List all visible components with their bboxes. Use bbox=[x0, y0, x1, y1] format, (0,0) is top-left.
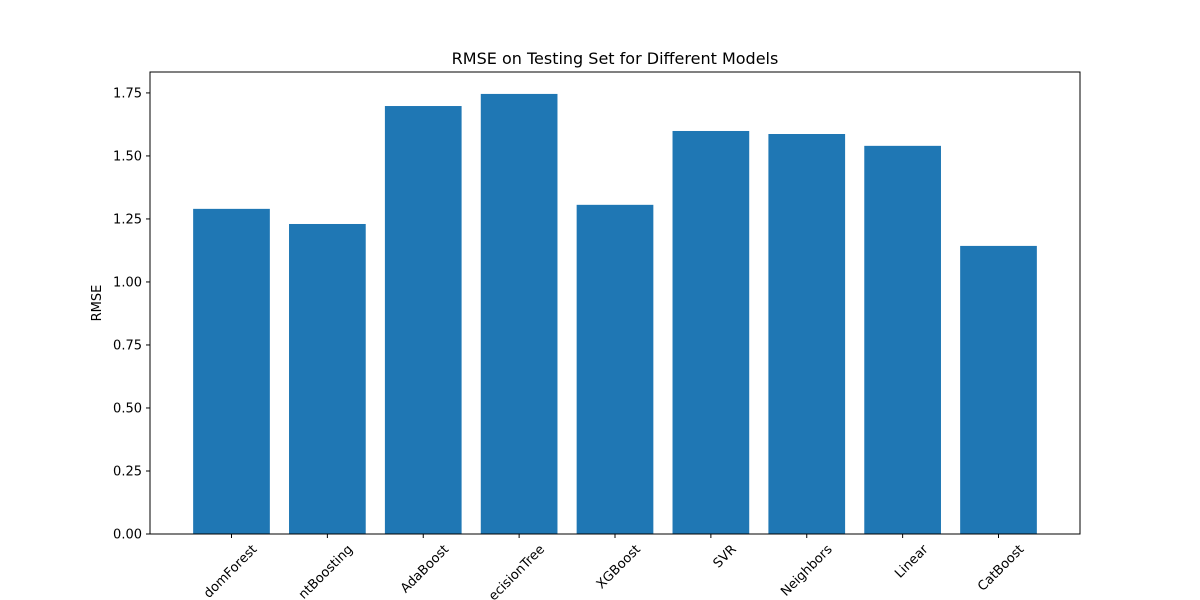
x-tick-label: CatBoost bbox=[975, 542, 1027, 594]
bar bbox=[289, 223, 366, 534]
y-axis-label: RMSE bbox=[90, 285, 105, 322]
y-tick-label: 1.75 bbox=[113, 86, 142, 101]
x-tick-label: Linear bbox=[892, 542, 932, 582]
y-tick-label: 0.50 bbox=[113, 401, 142, 416]
bar bbox=[768, 134, 846, 534]
bar bbox=[576, 204, 654, 534]
x-tick-label: XGBoost bbox=[594, 542, 644, 592]
y-tick-label: 1.00 bbox=[113, 275, 142, 290]
x-tick-label: ecisionTree bbox=[486, 542, 548, 600]
chart-title: RMSE on Testing Set for Different Models bbox=[452, 49, 779, 68]
y-tick-label: 1.50 bbox=[113, 149, 142, 164]
x-tick-label: SVR bbox=[711, 542, 740, 571]
y-tick-label: 1.25 bbox=[113, 212, 142, 227]
plot-frame bbox=[149, 71, 1081, 535]
x-tick-label: domForest bbox=[201, 542, 260, 600]
y-tick-label: 0.75 bbox=[113, 338, 142, 353]
bar bbox=[193, 208, 270, 534]
bar bbox=[864, 145, 941, 534]
bar bbox=[960, 245, 1037, 534]
y-tick-label: 0.00 bbox=[113, 528, 142, 543]
x-tick-label: Neighbors bbox=[778, 542, 836, 600]
bar bbox=[480, 93, 558, 535]
bar bbox=[672, 130, 750, 534]
x-tick-label: AdaBoost bbox=[398, 542, 452, 596]
x-tick-label: ntBoosting bbox=[296, 542, 356, 600]
y-tick-label: 0.25 bbox=[113, 464, 142, 479]
bar bbox=[384, 106, 462, 534]
